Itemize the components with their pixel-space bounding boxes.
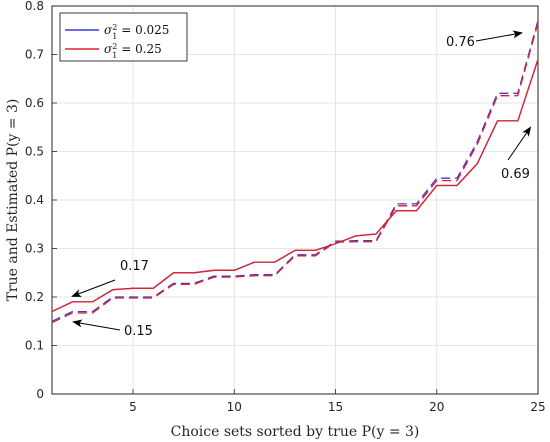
- x-tick-label: 10: [227, 400, 242, 414]
- y-tick-label: 0.6: [25, 96, 44, 110]
- annotation-label-069: 0.69: [501, 167, 530, 182]
- y-tick-label: 0.3: [25, 242, 44, 256]
- legend-symbol-1: σ: [104, 23, 113, 37]
- series-2-true-line: [51, 59, 539, 313]
- annotation-arrow-076: [475, 30, 523, 42]
- annotation-arrow-015: [72, 319, 121, 331]
- x-tick-label: 15: [328, 400, 343, 414]
- series-group: [51, 20, 539, 324]
- annotation-arrow-069: [507, 126, 532, 161]
- tick-labels: 5 10 15 20 25 0 0.1 0.2 0.3 0.4 0.5 0.6 0.7 0.8: [25, 0, 546, 414]
- annotation-arrow-017: [71, 279, 116, 297]
- y-tick-label: 0.8: [25, 0, 44, 13]
- legend-sup-1: 2: [112, 23, 117, 32]
- legend-box: [59, 12, 188, 62]
- y-tick-label: 0.1: [25, 339, 44, 353]
- legend-sup-2: 2: [112, 42, 117, 51]
- y-tick-label: 0.4: [25, 193, 44, 207]
- series-2-estimated-line: [51, 22, 539, 324]
- y-tick-label: 0.2: [25, 290, 44, 304]
- annotation-label-015: 0.15: [124, 324, 153, 339]
- y-axis-title: True and Estimated P(y = 3): [5, 99, 21, 302]
- legend-value-2: = 0.25: [117, 42, 161, 56]
- x-tick-label: 20: [429, 400, 444, 414]
- legend-entry-series-2: σ2 1 = 0.25: [104, 42, 162, 60]
- y-tick-label: 0: [36, 387, 44, 401]
- series-1-estimated-line: [51, 20, 539, 322]
- x-tick-label: 5: [129, 400, 137, 414]
- annotations: 0.76 0.17 0.15 0.69: [71, 30, 532, 339]
- legend: σ2 1 = 0.025 σ2 1 = 0.25: [59, 12, 188, 62]
- annotation-label-076: 0.76: [446, 35, 475, 50]
- x-axis-title: Choice sets sorted by true P(y = 3): [171, 424, 420, 440]
- x-tick-label: 25: [530, 400, 545, 414]
- y-tick-label: 0.5: [25, 145, 44, 159]
- legend-symbol-2: σ: [104, 42, 113, 56]
- legend-sub-1: 1: [112, 32, 117, 41]
- legend-sub-2: 1: [112, 51, 117, 60]
- y-tick-label: 0.7: [25, 48, 44, 62]
- legend-entry-series-1: σ2 1 = 0.025: [104, 23, 169, 41]
- legend-value-1: = 0.025: [117, 23, 169, 37]
- annotation-label-017: 0.17: [120, 259, 149, 274]
